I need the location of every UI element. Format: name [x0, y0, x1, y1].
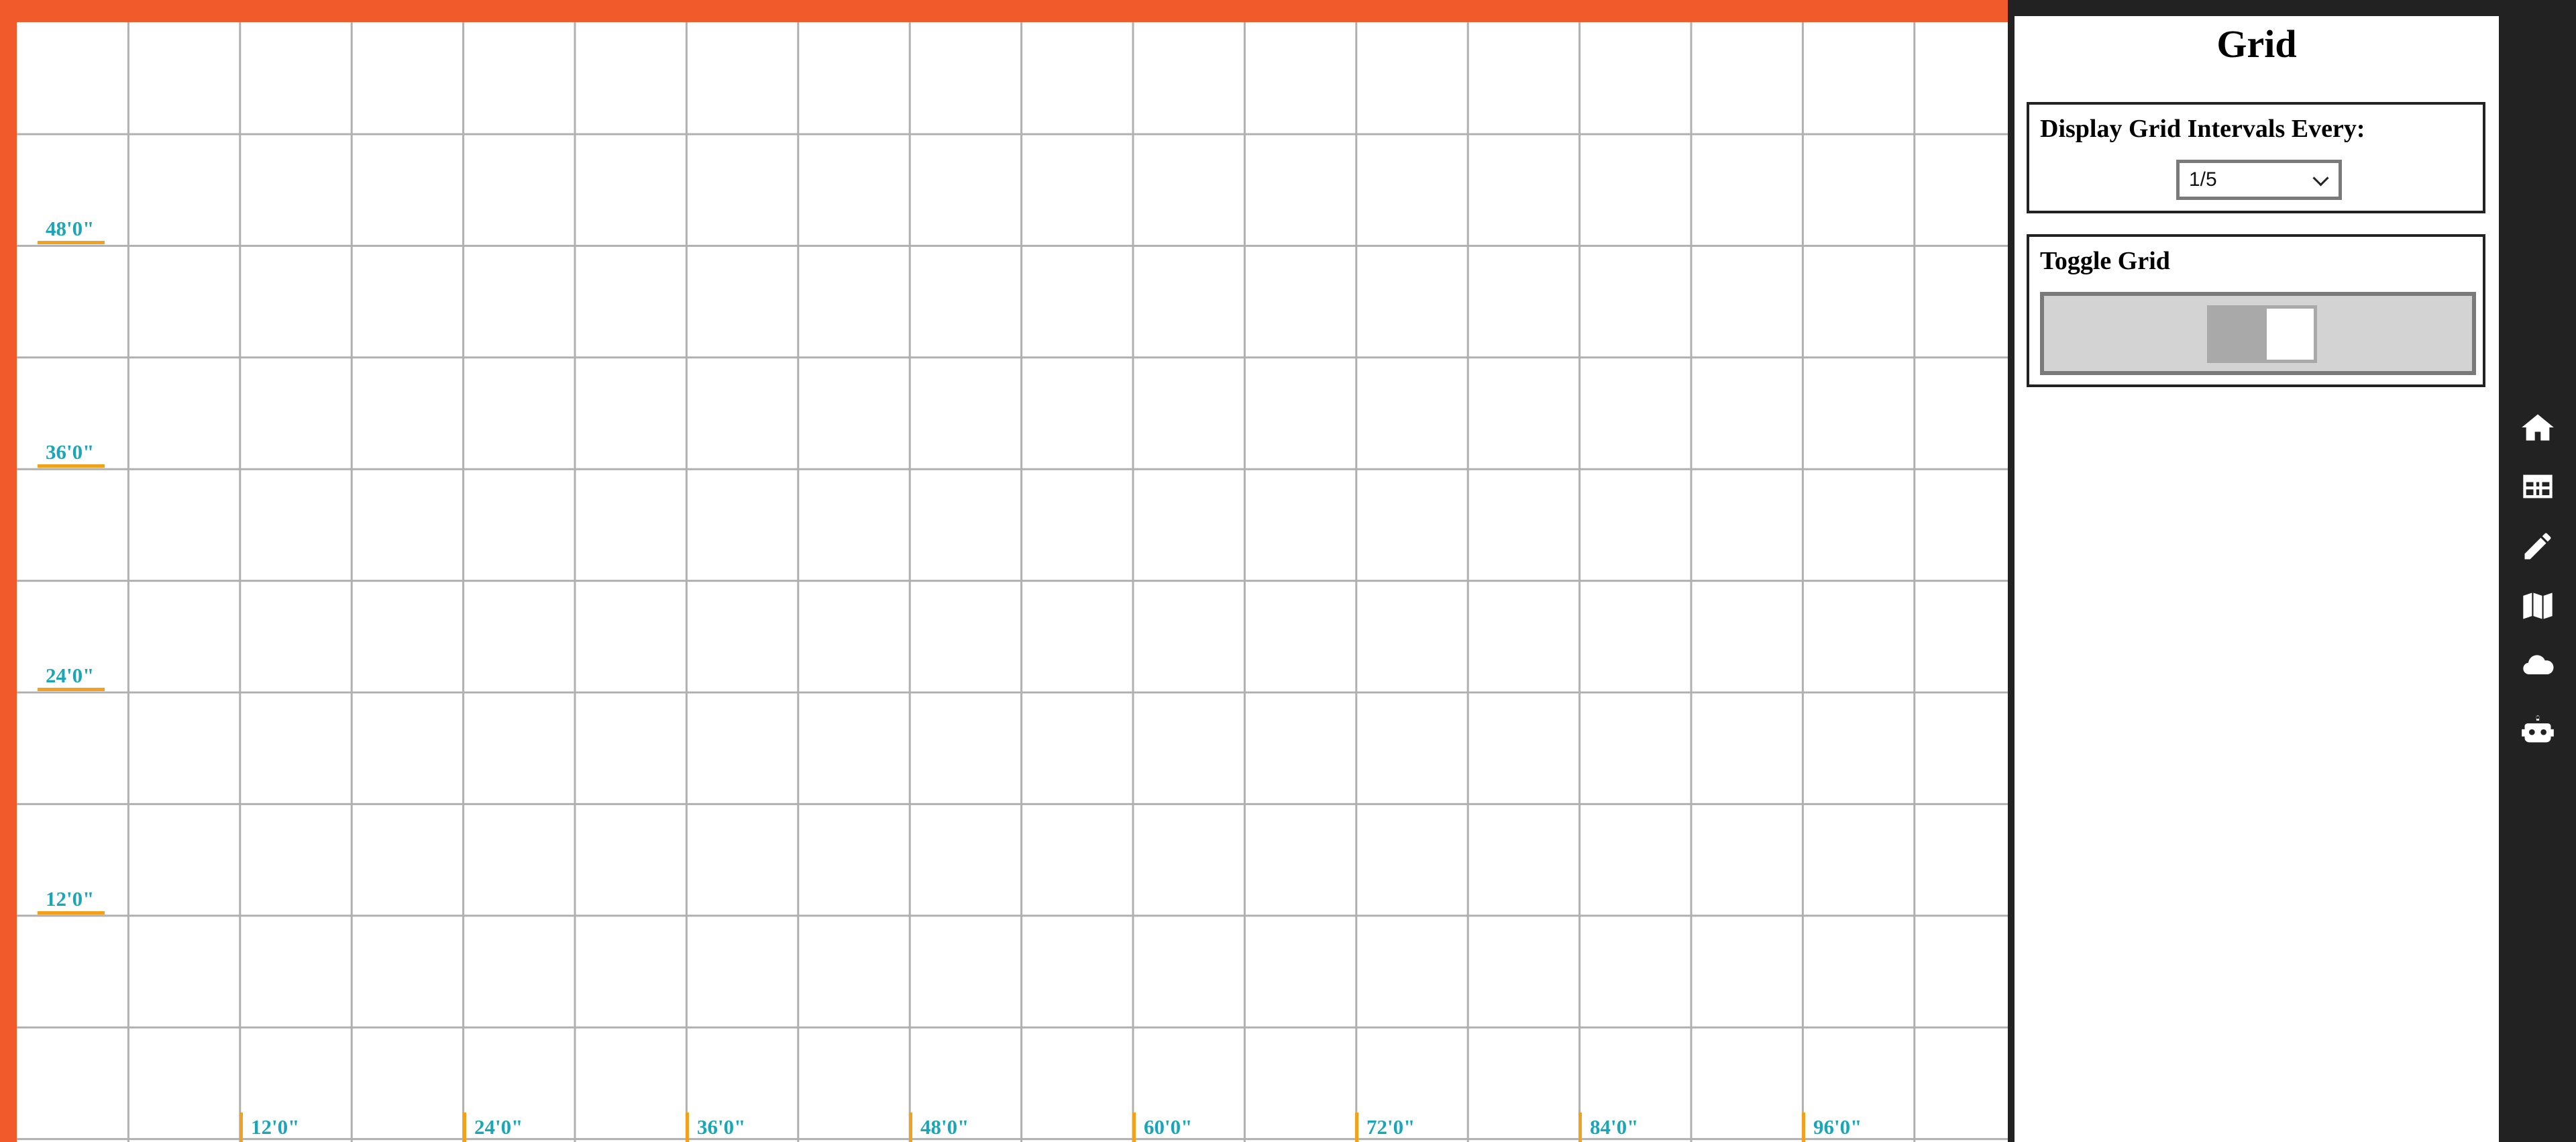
panel-top-bar: [2015, 0, 2499, 16]
interval-select-value: 1/5: [2189, 168, 2217, 191]
icon-rail: [2499, 0, 2576, 1142]
chevron-down-icon: [2312, 170, 2329, 187]
toggle-knob[interactable]: [2267, 309, 2314, 360]
robot-icon[interactable]: [2519, 712, 2556, 749]
interval-label: Display Grid Intervals Every:: [2040, 115, 2365, 143]
home-icon[interactable]: [2519, 409, 2556, 446]
pencil-icon[interactable]: [2519, 527, 2556, 564]
map-icon[interactable]: [2519, 587, 2556, 624]
horizontal-scale-label: 36'0": [686, 1112, 745, 1142]
vertical-scale-label: 24'0": [38, 664, 105, 691]
table-icon[interactable]: [2519, 468, 2556, 505]
vertical-scale-label: 48'0": [38, 217, 105, 244]
toggle-label: Toggle Grid: [2040, 247, 2170, 275]
interval-select[interactable]: 1/5: [2176, 160, 2342, 200]
toggle-grid-switch[interactable]: [2207, 305, 2317, 363]
panel-title: Grid: [2216, 22, 2297, 66]
grid-canvas[interactable]: 48'0" 36'0" 24'0" 12'0" 12'0" 24'0" 36'0…: [0, 0, 2008, 1142]
horizontal-scale-label: 96'0": [1802, 1112, 1862, 1142]
horizontal-scale-label: 60'0": [1132, 1112, 1192, 1142]
toggle-card: Toggle Grid: [2027, 234, 2485, 387]
panel-divider: [2008, 0, 2015, 1142]
cloud-icon[interactable]: [2519, 647, 2556, 684]
vertical-scale-label: 12'0": [38, 887, 105, 915]
grid-area[interactable]: 48'0" 36'0" 24'0" 12'0" 12'0" 24'0" 36'0…: [17, 22, 2008, 1142]
grid-settings-panel: Grid Display Grid Intervals Every: 1/5 T…: [2015, 16, 2499, 1142]
horizontal-scale-label: 24'0": [463, 1112, 523, 1142]
vertical-scale-label: 36'0": [38, 440, 105, 468]
horizontal-scale-label: 72'0": [1355, 1112, 1415, 1142]
grid-lines: [17, 22, 2008, 1142]
horizontal-scale-label: 84'0": [1578, 1112, 1638, 1142]
interval-card: Display Grid Intervals Every: 1/5: [2027, 102, 2485, 213]
toggle-track[interactable]: [2040, 292, 2476, 375]
horizontal-scale-label: 12'0": [239, 1112, 299, 1142]
horizontal-scale-label: 48'0": [909, 1112, 969, 1142]
